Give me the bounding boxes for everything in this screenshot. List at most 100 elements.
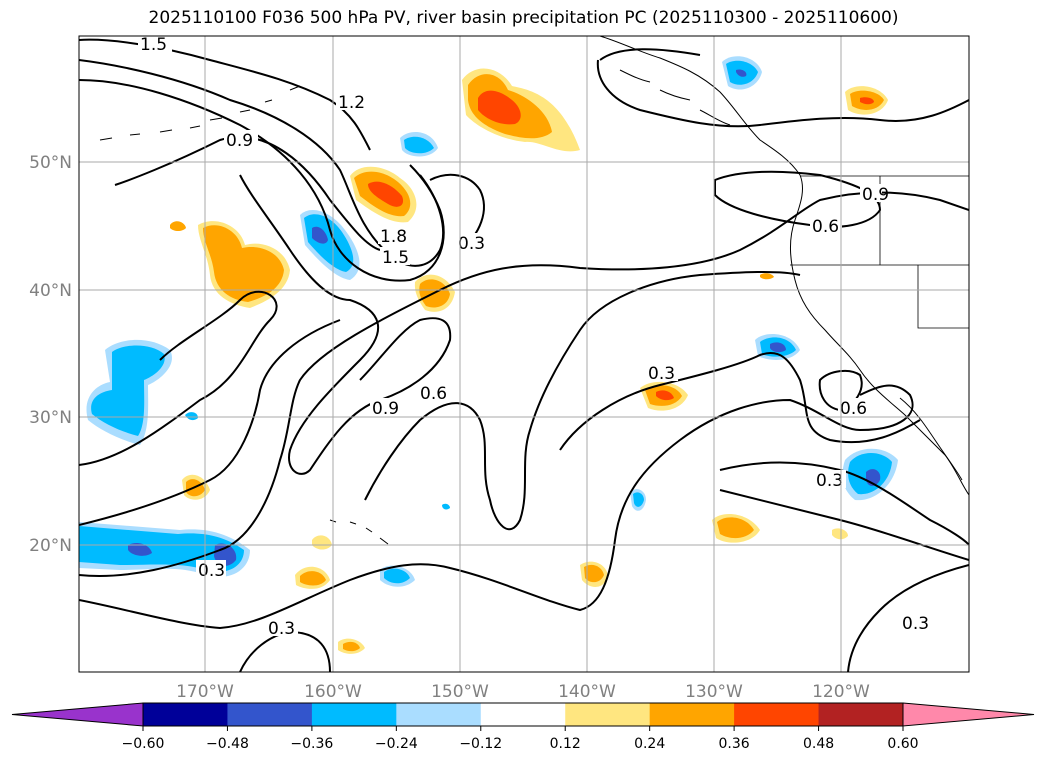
contour-label: 1.2 xyxy=(338,93,365,113)
precip-negative-area xyxy=(404,136,434,154)
precip-positive-area xyxy=(170,221,186,231)
contour-label: 1.5 xyxy=(382,248,409,268)
political-borders xyxy=(790,175,969,329)
contour-label: 0.3 xyxy=(268,619,295,639)
north-america-coastline xyxy=(599,36,969,496)
colorbar-extend-max xyxy=(902,702,1035,727)
island-coastline xyxy=(619,69,731,126)
pv-contour-line xyxy=(719,489,969,561)
pv-contour-line xyxy=(114,136,381,251)
colorbar-segment xyxy=(734,703,820,726)
precip-fills xyxy=(79,56,898,654)
lon-label: 120°W xyxy=(812,682,870,702)
contour-label: 1.8 xyxy=(380,227,407,247)
baja-coastline xyxy=(899,397,963,481)
contour-label: 0.9 xyxy=(862,185,889,205)
precip-positive-area xyxy=(760,273,774,280)
map-frame xyxy=(78,35,970,673)
map-title: 2025110100 F036 500 hPa PV, river basin … xyxy=(148,8,899,28)
colorbar-segment xyxy=(565,703,651,726)
precip-positive-area xyxy=(203,225,284,302)
contour-label: 0.3 xyxy=(902,614,929,634)
pv-contour-line xyxy=(79,59,444,267)
longitude-labels: 170°W 160°W 150°W 140°W 130°W 120°W xyxy=(176,682,870,702)
precip-negative-area xyxy=(770,342,786,353)
precip-positive-area xyxy=(368,181,404,207)
precip-positive-area xyxy=(300,571,326,586)
precip-negative-area xyxy=(442,503,450,510)
pv-contour-line xyxy=(847,564,969,672)
colorbar-tick-label: 0.12 xyxy=(550,736,581,752)
aleutian-islands xyxy=(99,85,301,141)
colorbar-tick-label: −0.60 xyxy=(122,736,165,752)
colorbar-extend-min xyxy=(11,702,144,727)
precip-positive-area xyxy=(656,390,674,401)
colorbar-segment xyxy=(649,703,735,726)
contour-label: 0.3 xyxy=(648,364,675,384)
colorbar-segment xyxy=(396,703,482,726)
colorbar-segment xyxy=(818,703,904,726)
precip-negative-area xyxy=(384,568,410,584)
colorbar-tick-label: −0.24 xyxy=(375,736,418,752)
precip-negative-area xyxy=(633,492,644,507)
contour-label: 0.6 xyxy=(812,217,839,237)
precip-negative-area xyxy=(736,69,747,77)
pv-contour-line xyxy=(364,270,801,531)
pv-contour-line xyxy=(79,319,341,526)
colorbar-tick-label: −0.36 xyxy=(290,736,333,752)
contour-label: 0.3 xyxy=(198,561,225,581)
colorbar-segment xyxy=(480,703,566,726)
precip-positive-area xyxy=(717,517,754,539)
colorbar-segment xyxy=(143,703,228,726)
pv-contour-line xyxy=(714,170,882,228)
precip-positive-area xyxy=(343,641,360,652)
lat-label: 40°N xyxy=(29,281,72,301)
lat-label: 30°N xyxy=(29,408,72,428)
colorbar-tick-label: −0.48 xyxy=(206,736,249,752)
lon-label: 130°W xyxy=(685,682,743,702)
colorbar-tick-label: 0.60 xyxy=(887,736,918,752)
lon-label: 170°W xyxy=(176,682,234,702)
lon-label: 140°W xyxy=(558,682,616,702)
precip-positive-area xyxy=(478,90,521,125)
pv-contour-line xyxy=(239,174,452,475)
pv-contour-line xyxy=(79,290,278,466)
lon-label: 150°W xyxy=(431,682,489,702)
contour-label: 0.6 xyxy=(840,399,867,419)
precip-positive-area xyxy=(860,97,874,105)
colorbar-segment xyxy=(311,703,397,726)
contour-label: 0.3 xyxy=(816,471,843,491)
gridlines xyxy=(79,36,969,672)
pv-contour-line xyxy=(818,369,863,412)
precip-negative-area xyxy=(312,226,328,244)
pv-contour-line xyxy=(79,38,371,151)
contour-label: 0.9 xyxy=(372,399,399,419)
colorbar: −0.60 −0.48 −0.36 −0.24 −0.12 0.12 0.24 0.36 0.4… xyxy=(11,702,1035,752)
pv-contour-labels: 1.5 1.2 0.9 1.8 1.5 0.3 0.9 0.6 0.3 0.6 … xyxy=(138,35,934,639)
pv-contour-line xyxy=(596,48,969,128)
pv-contours xyxy=(79,38,969,672)
colorbar-frame xyxy=(142,702,904,727)
contour-label: 1.5 xyxy=(140,35,167,55)
precip-negative-area xyxy=(128,542,152,556)
lat-label: 20°N xyxy=(29,536,72,556)
contour-label: 0.3 xyxy=(458,234,485,254)
colorbar-tick-label: 0.24 xyxy=(634,736,665,752)
latitude-labels: 50°N 40°N 30°N 20°N xyxy=(29,153,72,556)
precip-negative-area xyxy=(91,345,165,436)
precip-negative-area xyxy=(185,412,198,421)
lat-label: 50°N xyxy=(29,153,72,173)
contour-label: 0.6 xyxy=(420,384,447,404)
lon-label: 160°W xyxy=(304,682,362,702)
pv-contour-line xyxy=(79,384,914,630)
map-area: 1.5 1.2 0.9 1.8 1.5 0.3 0.9 0.6 0.3 0.6 … xyxy=(79,35,969,672)
colorbar-tick-label: 0.48 xyxy=(803,736,834,752)
precip-positive-area xyxy=(312,535,332,550)
precip-positive-area xyxy=(832,528,848,540)
colorbar-tick-label: −0.12 xyxy=(459,736,502,752)
contour-label: 0.9 xyxy=(226,131,253,151)
pv-contour-line xyxy=(719,461,969,546)
pv-contour-line xyxy=(559,352,921,451)
colorbar-tick-label: 0.36 xyxy=(719,736,750,752)
